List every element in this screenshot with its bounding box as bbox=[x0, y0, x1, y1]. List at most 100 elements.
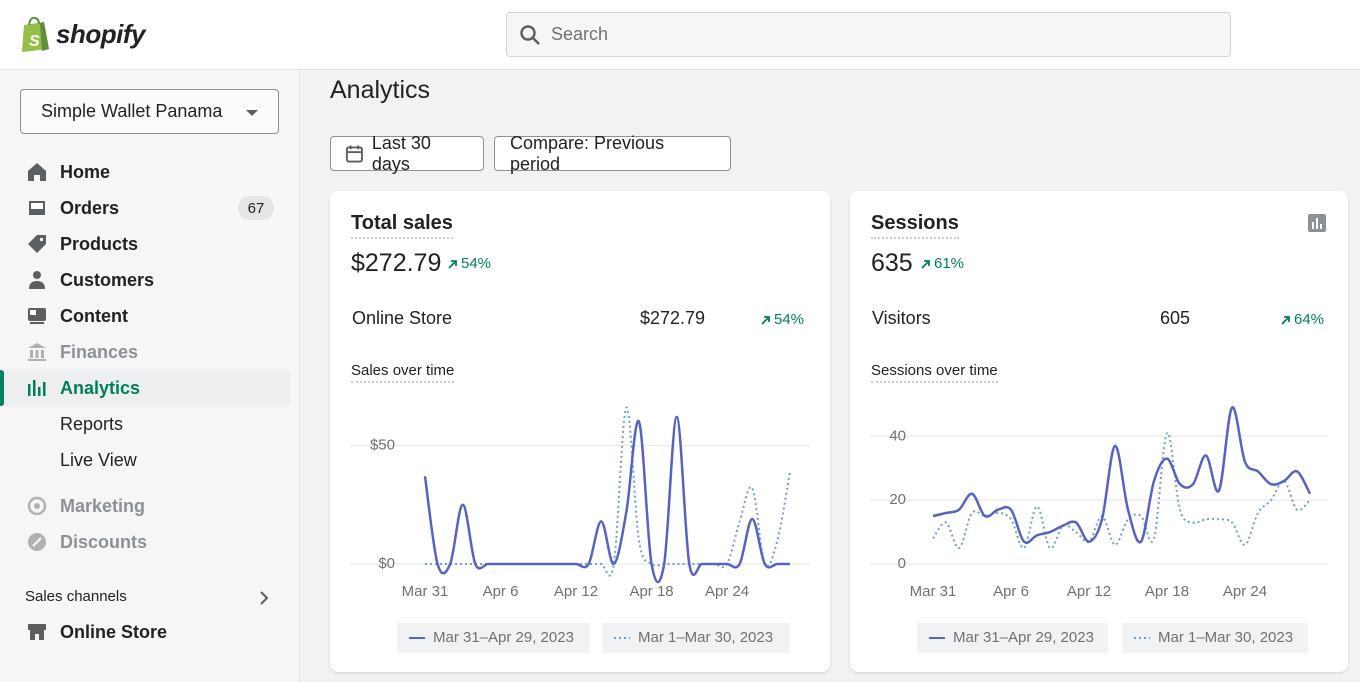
nav-label: Analytics bbox=[60, 377, 141, 398]
nav-label: Finances bbox=[60, 341, 139, 362]
nav-icon bbox=[28, 163, 46, 181]
nav-item[interactable]: Reports bbox=[0, 406, 290, 442]
change: 64% bbox=[1280, 311, 1324, 328]
sidebar: Simple Wallet Panama Home Orders 67 Product… bbox=[0, 70, 300, 682]
logo-bag: S bbox=[22, 16, 49, 52]
x-tick-label: Mar 31 bbox=[402, 583, 449, 600]
nav-label: Reports bbox=[60, 413, 124, 434]
x-tick-label: Apr 12 bbox=[554, 583, 598, 600]
nav-icon bbox=[28, 308, 46, 324]
button-label: Last 30 days bbox=[371, 132, 431, 174]
store-icon bbox=[28, 624, 46, 640]
x-tick-label: Apr 6 bbox=[483, 583, 519, 600]
breakdown-value: 605 bbox=[1160, 308, 1191, 328]
x-tick-label: Apr 12 bbox=[1067, 583, 1111, 600]
breakdown-value: $272.79 bbox=[640, 308, 706, 328]
nav-item[interactable]: Orders 67 bbox=[0, 190, 290, 226]
page-title: Analytics bbox=[330, 76, 431, 104]
store-selector[interactable]: Simple Wallet Panama bbox=[20, 89, 279, 134]
compare-button[interactable]: Compare: Previous period bbox=[494, 133, 731, 174]
nav-icon bbox=[27, 496, 47, 516]
up-arrow bbox=[1281, 315, 1290, 325]
change-value: 64% bbox=[1294, 311, 1325, 328]
logo-text: shopify bbox=[56, 18, 145, 49]
nav-icon bbox=[29, 271, 45, 289]
nav-item[interactable]: Content bbox=[0, 298, 290, 334]
nav-label: Discounts bbox=[60, 531, 148, 552]
breakdown-label: Visitors bbox=[872, 308, 931, 328]
nav-label: Products bbox=[60, 233, 139, 254]
series-line bbox=[425, 406, 791, 577]
nav-label: Online Store bbox=[60, 621, 168, 642]
legend-box bbox=[602, 623, 790, 653]
chevron[interactable] bbox=[258, 590, 270, 606]
change-value: 61% bbox=[934, 255, 965, 272]
channel-list: Online Store bbox=[0, 614, 290, 650]
nav-icon bbox=[28, 380, 46, 396]
card-title: Sessions bbox=[871, 212, 959, 239]
y-tick-label: $0 bbox=[378, 555, 395, 572]
top-bar: S shopify Search bbox=[0, 0, 1360, 70]
nav-item[interactable]: Products bbox=[0, 226, 290, 262]
card-subtitle: Sales over time bbox=[351, 362, 455, 383]
legend-box bbox=[397, 623, 590, 653]
nav-icon bbox=[28, 235, 46, 253]
nav-label: Content bbox=[60, 305, 128, 326]
nav-item[interactable]: Online Store bbox=[0, 614, 290, 650]
series-line bbox=[932, 432, 1311, 550]
nav-icon bbox=[28, 343, 46, 361]
card-title: Total sales bbox=[351, 212, 453, 239]
nav-item[interactable]: Live View bbox=[0, 442, 290, 478]
card-total: 635 bbox=[871, 249, 913, 277]
legend-label: Mar 1–Mar 30, 2023 bbox=[1158, 629, 1293, 646]
chart: $0 $50 Mar 31 Apr 6 Apr 12 Apr 18 Apr 24 Mar 31… bbox=[350, 406, 810, 653]
up-arrow bbox=[761, 315, 770, 325]
x-tick-label: Apr 24 bbox=[1223, 583, 1267, 600]
up-arrow bbox=[921, 259, 930, 269]
up-arrow bbox=[448, 259, 457, 269]
x-tick-label: Apr 24 bbox=[705, 583, 749, 600]
button-label: Compare: Previous period bbox=[510, 132, 665, 174]
badge: 67 bbox=[238, 196, 274, 220]
series-line bbox=[423, 415, 790, 584]
legend-box bbox=[1122, 623, 1308, 653]
change: 54% bbox=[447, 255, 491, 272]
nav-label: Marketing bbox=[60, 495, 146, 516]
legend-label: Mar 31–Apr 29, 2023 bbox=[433, 629, 574, 646]
change-value: 54% bbox=[461, 255, 492, 272]
nav-item[interactable]: Home bbox=[0, 154, 290, 190]
chart: 0 20 40 Mar 31 Apr 6 Apr 12 Apr 18 Apr 24 Mar 31… bbox=[870, 406, 1328, 653]
store-name: Simple Wallet Panama bbox=[41, 101, 223, 121]
date-button[interactable]: Last 30 days bbox=[330, 133, 484, 174]
svg-text:S: S bbox=[29, 33, 40, 50]
card-subtitle: Sessions over time bbox=[871, 362, 998, 383]
legend-box bbox=[917, 623, 1108, 653]
change-value: 54% bbox=[774, 311, 805, 328]
legend-label: Mar 31–Apr 29, 2023 bbox=[953, 629, 1094, 646]
nav-item[interactable]: Discounts bbox=[0, 524, 290, 560]
y-tick-label: 20 bbox=[889, 491, 906, 508]
nav-label: Orders bbox=[60, 197, 120, 218]
nav-item[interactable]: Customers bbox=[0, 262, 290, 298]
y-tick-label: 40 bbox=[889, 427, 906, 444]
y-tick-label: 0 bbox=[898, 555, 906, 572]
logo[interactable]: S shopify bbox=[20, 16, 145, 52]
nav-item[interactable]: Finances bbox=[0, 334, 290, 370]
nav-label: Home bbox=[60, 161, 111, 182]
x-tick-label: Apr 18 bbox=[1145, 583, 1189, 600]
search-box[interactable]: Search bbox=[506, 12, 1231, 57]
nav-label: Live View bbox=[60, 449, 137, 470]
nav-item[interactable]: Marketing bbox=[0, 488, 290, 524]
y-tick-label: $50 bbox=[370, 436, 395, 453]
section-label: Sales channels bbox=[25, 588, 127, 605]
search-icon bbox=[520, 24, 540, 45]
nav-icon bbox=[29, 201, 45, 215]
nav-item[interactable]: Analytics bbox=[0, 370, 290, 406]
chart-icon[interactable] bbox=[1308, 214, 1326, 232]
nav-icon bbox=[28, 533, 46, 551]
change: 54% bbox=[760, 311, 804, 328]
card: Total sales $272.79 54% Online Store $272.79… bbox=[330, 191, 830, 672]
calendar-icon bbox=[345, 145, 363, 162]
